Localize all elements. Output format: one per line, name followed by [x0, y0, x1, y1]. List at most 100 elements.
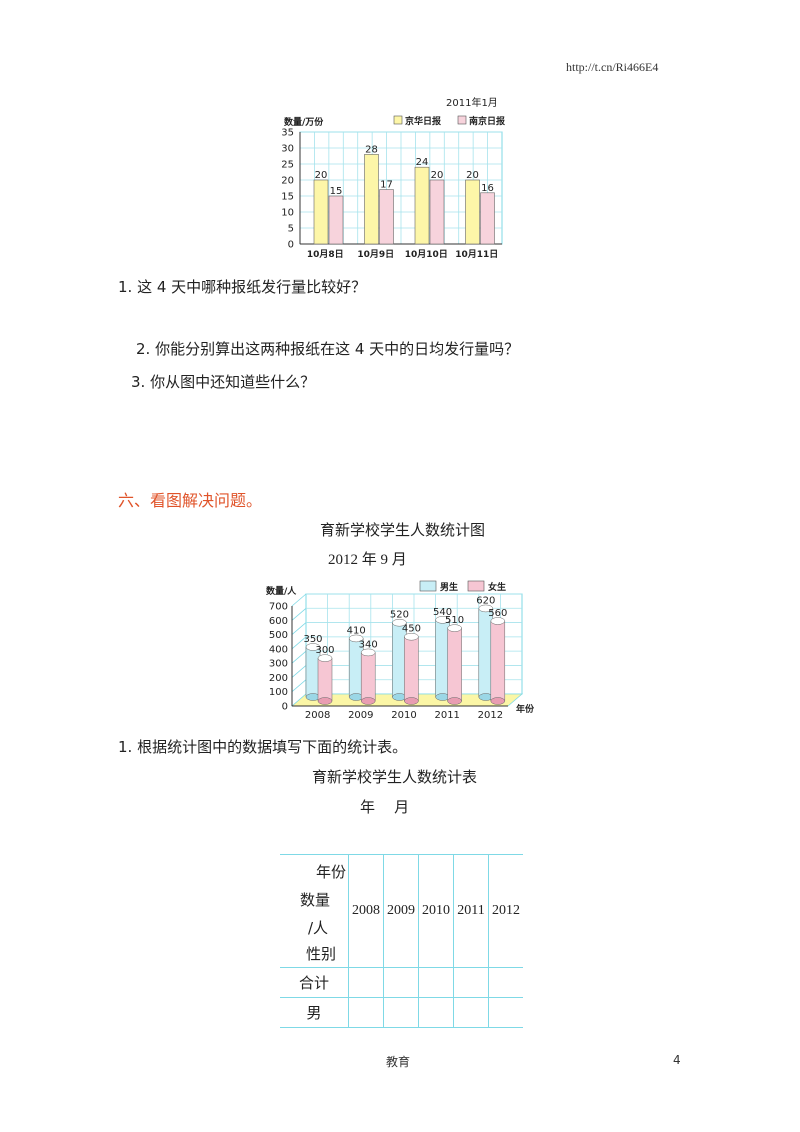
- bar: [429, 179, 445, 245]
- bar-value-label: 340: [359, 639, 378, 650]
- bar: [317, 657, 333, 702]
- source-url: http://t.cn/Ri466E4: [566, 60, 659, 74]
- bar: [360, 652, 376, 702]
- students-bar-chart: 数量/人 男生 女生01002003004005006007003503002008…: [266, 580, 535, 721]
- legend-label: 女生: [488, 581, 506, 593]
- y-tick-label: 25: [281, 160, 294, 171]
- table-header-row: 年份 数量 /人 性别 2008 2009 2010 2011 2012: [280, 854, 523, 968]
- table-cell[interactable]: [418, 967, 454, 998]
- bar: [465, 179, 480, 245]
- x-tick-label: 2011: [434, 710, 459, 721]
- bar-top: [392, 618, 407, 627]
- table-instruction: 1. 根据统计图中的数据填写下面的统计表。: [118, 738, 408, 756]
- header-unit-label: /人: [308, 919, 329, 937]
- bar: [490, 620, 506, 702]
- bar-value-label: 15: [330, 186, 343, 197]
- legend-swatch: [393, 115, 403, 125]
- bar-value-label: 20: [315, 170, 328, 181]
- table-cell[interactable]: [383, 967, 419, 998]
- bar-top: [348, 634, 364, 643]
- table-corner-header: 年份 数量 /人 性别: [280, 854, 349, 968]
- legend-label: 南京日报: [469, 115, 505, 127]
- bar-base: [490, 697, 506, 705]
- row-label-total: 合计: [280, 967, 349, 998]
- bar-base: [447, 697, 462, 705]
- bar: [313, 179, 329, 245]
- y-tick-label: 0: [282, 702, 288, 713]
- grid-line: [291, 679, 307, 693]
- footer-text: 教育: [386, 1055, 411, 1069]
- bar-value-label: 520: [390, 610, 409, 621]
- bar-top: [478, 604, 494, 613]
- table-cell[interactable]: [348, 997, 384, 1028]
- y-tick-label: 600: [269, 616, 288, 627]
- legend-swatch: [457, 115, 467, 125]
- header-gender-label: 性别: [306, 945, 337, 963]
- x-tick-label: 2010: [391, 710, 416, 721]
- x-tick-label: 2012: [478, 710, 503, 721]
- bar: [364, 154, 379, 245]
- y-tick-label: 10: [281, 208, 294, 219]
- chart1-ylabel: 数量/万份: [284, 116, 324, 128]
- y-tick-label: 15: [281, 192, 294, 203]
- grid-line: [291, 665, 307, 678]
- bar-value-label: 620: [476, 595, 495, 606]
- bar: [447, 627, 462, 702]
- y-tick-label: 700: [269, 602, 288, 613]
- y-tick-label: 400: [269, 644, 288, 655]
- bar-top: [404, 632, 419, 641]
- question-3: 3. 你从图中还知道些什么？: [131, 373, 316, 391]
- y-tick-label: 300: [269, 659, 288, 670]
- bar-top: [305, 643, 321, 651]
- legend-swatch: [467, 580, 485, 592]
- table-cell[interactable]: [488, 997, 523, 1028]
- bar: [379, 189, 394, 245]
- table-row: 合计: [280, 967, 523, 998]
- bar-base: [317, 697, 333, 705]
- bar: [328, 195, 344, 245]
- bar-value-label: 510: [445, 615, 464, 626]
- y-tick-label: 30: [281, 144, 294, 155]
- bar-value-label: 28: [365, 144, 378, 155]
- chart2-ylabel: 数量/人: [266, 585, 297, 597]
- legend-label: 京华日报: [405, 115, 441, 127]
- question-1: 1. 这 4 天中哪种报纸发行量比较好？: [118, 278, 367, 296]
- year-header: 2009: [383, 854, 419, 968]
- table-row: 男: [280, 997, 523, 1028]
- table-cell[interactable]: [453, 967, 489, 998]
- grid-line: [291, 593, 307, 607]
- header-year-label: 年份: [316, 863, 347, 881]
- bar-value-label: 17: [380, 180, 393, 191]
- bar-value-label: 450: [402, 624, 421, 635]
- y-tick-label: 200: [269, 673, 288, 684]
- bar-top: [360, 648, 376, 657]
- chart2-title: 育新学校学生人数统计图: [320, 521, 486, 539]
- header-qty-label: 数量: [300, 891, 331, 909]
- y-tick-label: 500: [269, 630, 288, 641]
- table-cell[interactable]: [453, 997, 489, 1028]
- table-date: 年 月: [360, 798, 410, 816]
- bar-value-label: 20: [431, 170, 444, 181]
- bar-value-label: 540: [433, 607, 452, 618]
- year-header: 2011: [453, 854, 489, 968]
- x-tick-label: 10月9日: [357, 249, 394, 260]
- bar-top: [447, 624, 462, 632]
- chart2-xlabel: 年份: [516, 703, 535, 715]
- year-header: 2012: [488, 854, 523, 968]
- bar-top: [317, 654, 333, 662]
- row-label-boys: 男: [280, 997, 349, 1028]
- x-tick-label: 10月8日: [307, 249, 344, 260]
- bar: [404, 636, 419, 702]
- legend-swatch: [419, 580, 437, 592]
- y-tick-label: 5: [288, 224, 294, 235]
- table-cell[interactable]: [488, 967, 523, 998]
- table-cell[interactable]: [418, 997, 454, 1028]
- x-tick-label: 10月10日: [405, 249, 448, 260]
- table-cell[interactable]: [383, 997, 419, 1028]
- table-cell[interactable]: [348, 967, 384, 998]
- bar-base: [360, 697, 376, 705]
- bar: [414, 166, 430, 245]
- y-tick-label: 100: [269, 687, 288, 698]
- bar-value-label: 16: [481, 183, 494, 194]
